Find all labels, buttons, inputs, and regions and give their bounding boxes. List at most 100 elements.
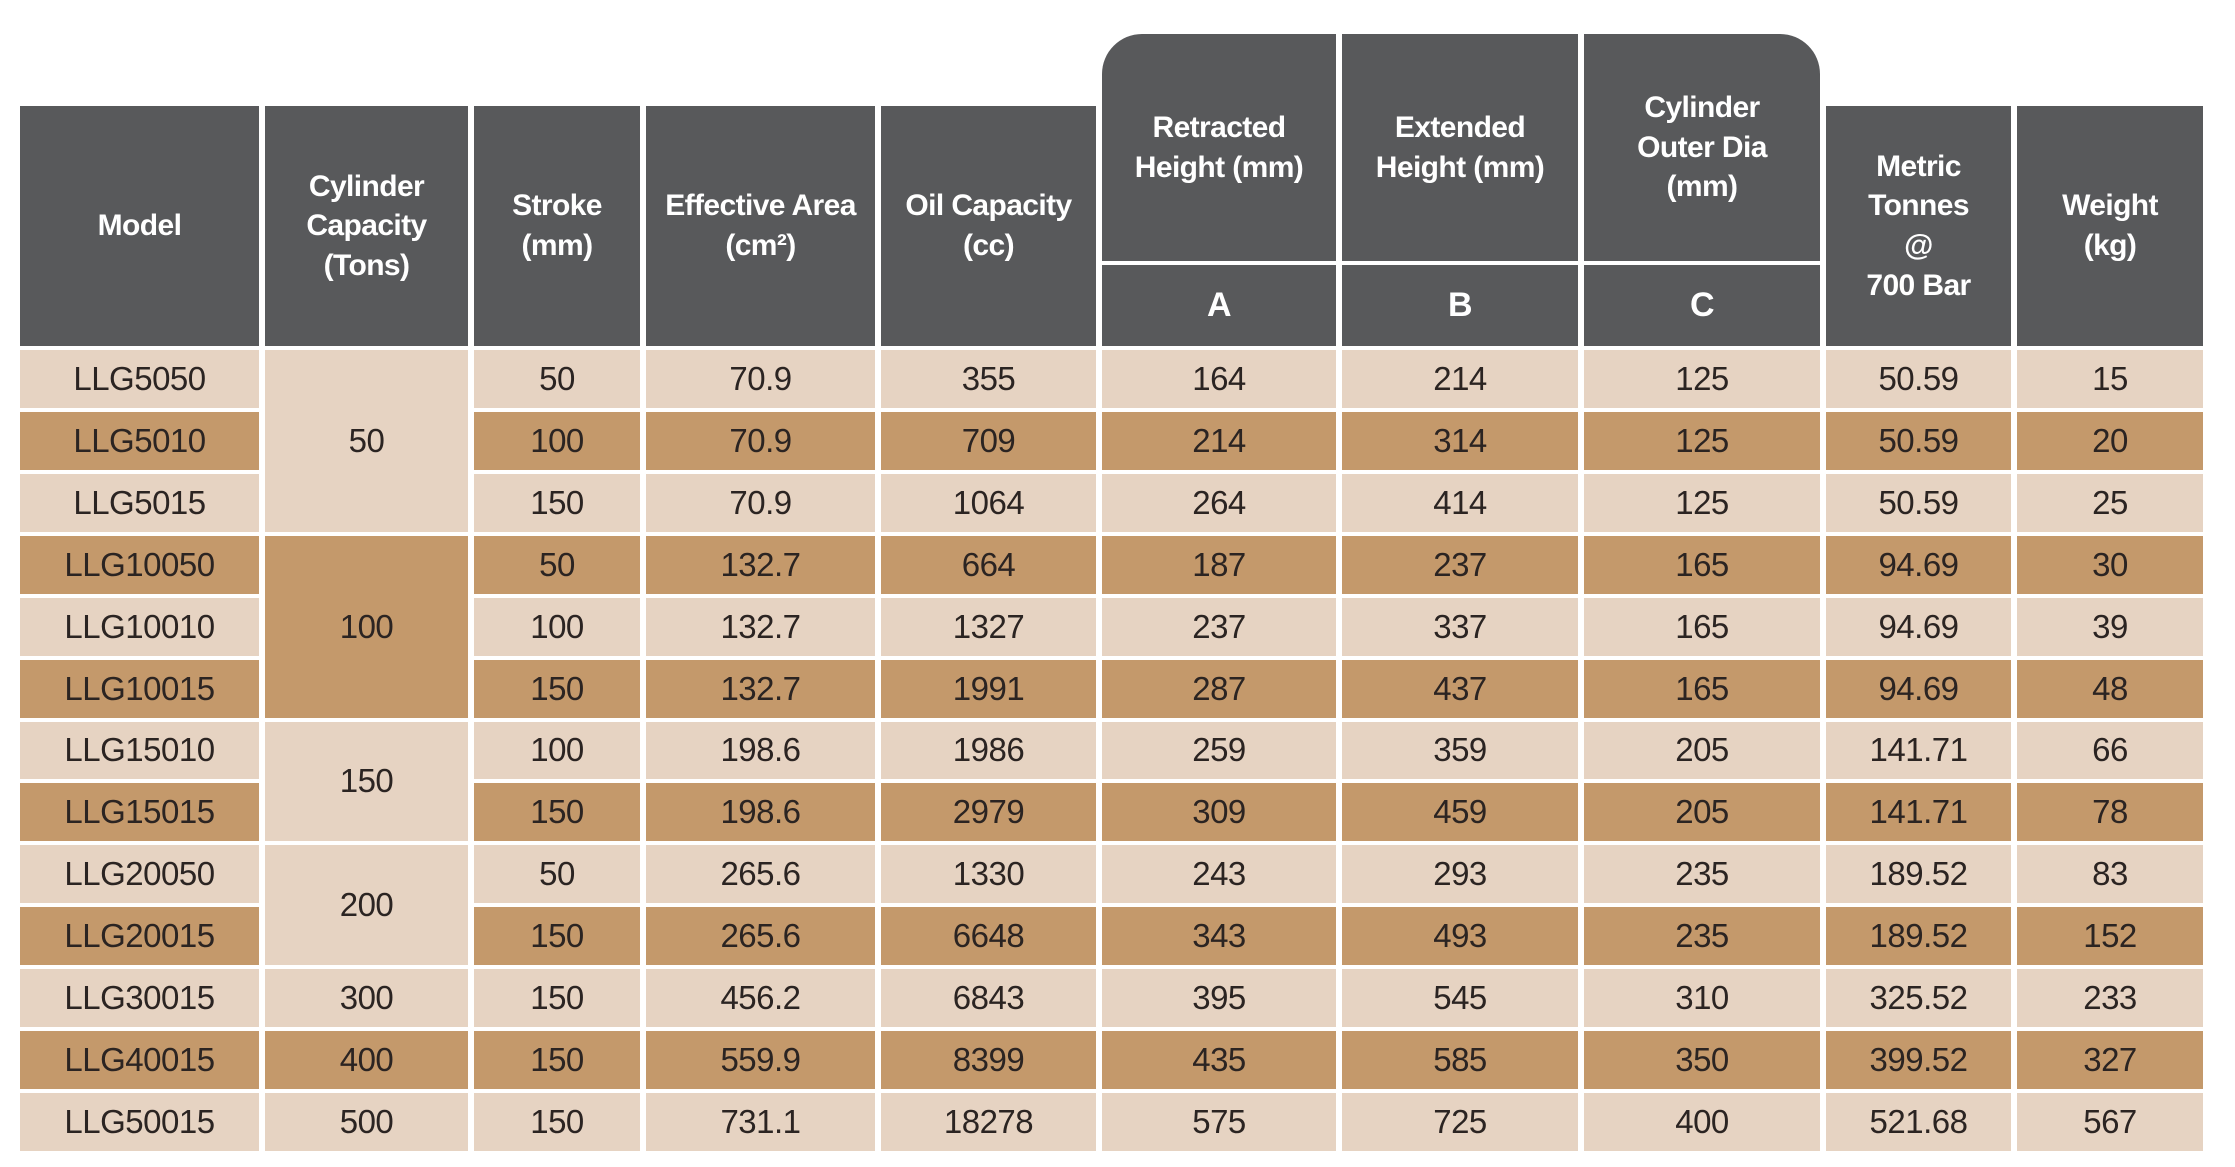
cell-stroke-row-2: 100 bbox=[474, 411, 640, 470]
cell-weight-row-2: 20 bbox=[2017, 411, 2203, 470]
cell-oil-row-5: 1327 bbox=[881, 597, 1096, 656]
cell-area-row-2: 70.9 bbox=[646, 411, 875, 470]
cell-extended-row-12: 585 bbox=[1342, 1031, 1578, 1090]
col-header-oil-capacity: Oil Capacity (cc) bbox=[881, 106, 1096, 346]
col-header-model: Model bbox=[20, 106, 259, 346]
cell-weight-row-12: 327 bbox=[2017, 1031, 2203, 1090]
cell-model-row-8: LLG15015 bbox=[20, 783, 259, 842]
cell-stroke-row-5: 100 bbox=[474, 597, 640, 656]
cell-model-row-11: LLG30015 bbox=[20, 969, 259, 1028]
cell-extended-row-8: 459 bbox=[1342, 783, 1578, 842]
cell-oil-row-10: 6648 bbox=[881, 907, 1096, 966]
cell-extended-row-9: 293 bbox=[1342, 845, 1578, 904]
col-header-metric-tonnes: Metric Tonnes @ 700 Bar bbox=[1826, 106, 2011, 346]
cell-retracted-row-11: 395 bbox=[1102, 969, 1336, 1028]
cell-area-row-13: 731.1 bbox=[646, 1093, 875, 1151]
cell-extended-row-4: 237 bbox=[1342, 535, 1578, 594]
col-header-cylinder-capacity: Cylinder Capacity (Tons) bbox=[265, 106, 468, 346]
cell-tonnes-row-3: 50.59 bbox=[1826, 473, 2011, 532]
cell-oil-row-4: 664 bbox=[881, 535, 1096, 594]
col-header-cylinder-outer-dia: Cylinder Outer Dia (mm) bbox=[1584, 34, 1820, 261]
col-header-retracted-height: Retracted Height (mm) bbox=[1102, 34, 1336, 261]
cell-weight-row-7: 66 bbox=[2017, 721, 2203, 780]
cell-retracted-row-7: 259 bbox=[1102, 721, 1336, 780]
cell-area-row-12: 559.9 bbox=[646, 1031, 875, 1090]
cell-oil-row-12: 8399 bbox=[881, 1031, 1096, 1090]
cell-tonnes-row-8: 141.71 bbox=[1826, 783, 2011, 842]
cell-stroke-row-12: 150 bbox=[474, 1031, 640, 1090]
cell-model-row-9: LLG20050 bbox=[20, 845, 259, 904]
cell-tonnes-row-1: 50.59 bbox=[1826, 350, 2011, 408]
cell-extended-row-3: 414 bbox=[1342, 473, 1578, 532]
cell-weight-row-13: 567 bbox=[2017, 1093, 2203, 1151]
cell-oil-row-3: 1064 bbox=[881, 473, 1096, 532]
cell-extended-row-13: 725 bbox=[1342, 1093, 1578, 1151]
cell-extended-row-2: 314 bbox=[1342, 411, 1578, 470]
cell-model-row-13: LLG50015 bbox=[20, 1093, 259, 1151]
cell-area-row-6: 132.7 bbox=[646, 659, 875, 718]
cell-weight-row-6: 48 bbox=[2017, 659, 2203, 718]
cell-tonnes-row-2: 50.59 bbox=[1826, 411, 2011, 470]
cell-model-row-6: LLG10015 bbox=[20, 659, 259, 718]
cell-weight-row-5: 39 bbox=[2017, 597, 2203, 656]
cell-retracted-row-1: 164 bbox=[1102, 350, 1336, 408]
cell-extended-row-11: 545 bbox=[1342, 969, 1578, 1028]
cell-retracted-row-2: 214 bbox=[1102, 411, 1336, 470]
cell-oil-row-2: 709 bbox=[881, 411, 1096, 470]
cell-outer-dia-row-5: 165 bbox=[1584, 597, 1820, 656]
subheader-c: C bbox=[1584, 265, 1820, 346]
subheader-a: A bbox=[1102, 265, 1336, 346]
cell-area-row-9: 265.6 bbox=[646, 845, 875, 904]
cell-stroke-row-13: 150 bbox=[474, 1093, 640, 1151]
cell-capacity-group-4: 200 bbox=[265, 845, 468, 966]
cell-retracted-row-3: 264 bbox=[1102, 473, 1336, 532]
cell-retracted-row-10: 343 bbox=[1102, 907, 1336, 966]
cell-oil-row-11: 6843 bbox=[881, 969, 1096, 1028]
cell-stroke-row-1: 50 bbox=[474, 350, 640, 408]
cell-tonnes-row-13: 521.68 bbox=[1826, 1093, 2011, 1151]
cell-model-row-7: LLG15010 bbox=[20, 721, 259, 780]
cell-retracted-row-5: 237 bbox=[1102, 597, 1336, 656]
cell-extended-row-6: 437 bbox=[1342, 659, 1578, 718]
cell-tonnes-row-9: 189.52 bbox=[1826, 845, 2011, 904]
cell-oil-row-7: 1986 bbox=[881, 721, 1096, 780]
cell-stroke-row-6: 150 bbox=[474, 659, 640, 718]
col-header-effective-area: Effective Area (cm²) bbox=[646, 106, 875, 346]
cell-model-row-3: LLG5015 bbox=[20, 473, 259, 532]
cell-area-row-11: 456.2 bbox=[646, 969, 875, 1028]
cell-oil-row-9: 1330 bbox=[881, 845, 1096, 904]
cell-extended-row-5: 337 bbox=[1342, 597, 1578, 656]
cell-capacity-group-2: 100 bbox=[265, 535, 468, 718]
col-header-stroke: Stroke (mm) bbox=[474, 106, 640, 346]
cell-area-row-8: 198.6 bbox=[646, 783, 875, 842]
cell-weight-row-8: 78 bbox=[2017, 783, 2203, 842]
cell-weight-row-3: 25 bbox=[2017, 473, 2203, 532]
cell-retracted-row-13: 575 bbox=[1102, 1093, 1336, 1151]
cell-area-row-1: 70.9 bbox=[646, 350, 875, 408]
cell-capacity-group-5: 300 bbox=[265, 969, 468, 1028]
cell-capacity-group-1: 50 bbox=[265, 350, 468, 532]
cell-outer-dia-row-8: 205 bbox=[1584, 783, 1820, 842]
cell-stroke-row-8: 150 bbox=[474, 783, 640, 842]
cell-model-row-1: LLG5050 bbox=[20, 350, 259, 408]
cell-oil-row-8: 2979 bbox=[881, 783, 1096, 842]
cell-oil-row-13: 18278 bbox=[881, 1093, 1096, 1151]
cell-stroke-row-4: 50 bbox=[474, 535, 640, 594]
cell-tonnes-row-4: 94.69 bbox=[1826, 535, 2011, 594]
cell-extended-row-10: 493 bbox=[1342, 907, 1578, 966]
col-header-extended-height: Extended Height (mm) bbox=[1342, 34, 1578, 261]
subheader-b: B bbox=[1342, 265, 1578, 346]
cell-stroke-row-3: 150 bbox=[474, 473, 640, 532]
cell-weight-row-10: 152 bbox=[2017, 907, 2203, 966]
cell-outer-dia-row-13: 400 bbox=[1584, 1093, 1820, 1151]
cell-tonnes-row-12: 399.52 bbox=[1826, 1031, 2011, 1090]
cell-retracted-row-9: 243 bbox=[1102, 845, 1336, 904]
cell-weight-row-11: 233 bbox=[2017, 969, 2203, 1028]
cell-stroke-row-11: 150 bbox=[474, 969, 640, 1028]
cell-capacity-group-7: 500 bbox=[265, 1093, 468, 1151]
cell-model-row-5: LLG10010 bbox=[20, 597, 259, 656]
cell-area-row-10: 265.6 bbox=[646, 907, 875, 966]
cell-area-row-5: 132.7 bbox=[646, 597, 875, 656]
cell-weight-row-4: 30 bbox=[2017, 535, 2203, 594]
cell-model-row-2: LLG5010 bbox=[20, 411, 259, 470]
